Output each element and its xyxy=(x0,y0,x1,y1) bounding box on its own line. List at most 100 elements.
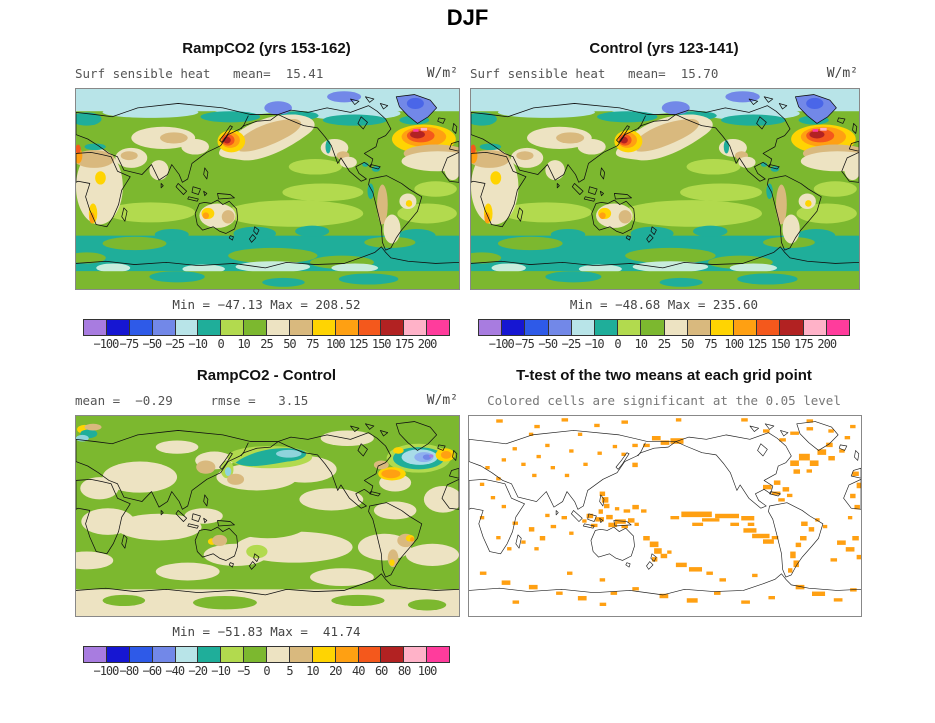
colorbar-tick-label: −100 xyxy=(93,664,119,678)
panel-title: Control (yrs 123-141) xyxy=(589,40,739,57)
map-field-layers xyxy=(469,416,861,616)
colorbar-segment xyxy=(84,320,107,335)
colorbar-segments xyxy=(478,319,850,336)
colorbar-tick-label: 100 xyxy=(325,337,346,351)
colorbar-segment xyxy=(289,320,313,335)
colorbar-tick-label: −75 xyxy=(515,337,535,351)
colorbar-segment xyxy=(664,320,688,335)
units-label: W/m² xyxy=(426,393,458,408)
variable-mean-label: Surf sensible heat mean= 15.70 xyxy=(470,66,719,81)
colorbar-tick-label: 20 xyxy=(329,664,342,678)
colorbar-segment xyxy=(427,320,449,335)
panel-control: Control (yrs 123-141) Surf sensible heat… xyxy=(470,40,860,352)
colorbar-tick-label: 10 xyxy=(306,664,319,678)
colorbar-tick-label: −100 xyxy=(93,337,119,351)
map-field-layers xyxy=(76,89,459,289)
coastlines xyxy=(76,94,459,269)
colorbar-tick-label: 80 xyxy=(397,664,411,678)
colorbar-tick-label: 50 xyxy=(681,337,694,351)
colorbar-segment xyxy=(244,320,267,335)
colorbar-segment xyxy=(548,320,572,335)
colorbar-tick-label: 175 xyxy=(394,337,415,351)
colorbar-tick-label: 5 xyxy=(286,664,293,678)
panel-ttest: T-test of the two means at each grid poi… xyxy=(468,367,862,617)
colorbar-tick-label: −60 xyxy=(142,664,162,678)
colorbar-segment xyxy=(129,647,153,662)
colorbar-segment xyxy=(267,320,290,335)
colorbar-segment xyxy=(335,647,359,662)
figure-title: DJF xyxy=(446,5,489,30)
panel-rampco2: RampCO2 (yrs 153-162) Surf sensible heat… xyxy=(75,40,460,352)
colorbar-segment xyxy=(312,320,336,335)
colorbar-tick-label: −100 xyxy=(488,337,515,351)
colorbar-segment xyxy=(710,320,735,335)
colorbar-segment xyxy=(358,647,382,662)
mean-rmse-label: mean = −0.29 rmse = 3.15 xyxy=(75,393,309,408)
colorbar-ticks: −100 −75 −50 −25 −10 0 10 25 50 75 100 125 150 175 200 xyxy=(83,337,450,352)
significant-cells xyxy=(479,418,861,606)
colorbar-segment xyxy=(152,647,176,662)
coastlines xyxy=(471,94,859,269)
colorbar-tick-label: 50 xyxy=(283,337,296,351)
colorbar-tick-label: 0 xyxy=(614,337,621,351)
colorbar-tick-label: 150 xyxy=(371,337,392,351)
colorbar-tick-label: −20 xyxy=(188,664,208,678)
colorbar-tick-label: −50 xyxy=(142,337,162,351)
colorbar-tick-label: 0 xyxy=(217,337,225,351)
colorbar-segment xyxy=(780,320,804,335)
map-field-layers xyxy=(76,416,459,616)
colorbar-tick-label: −10 xyxy=(188,337,208,351)
colorbar-tick-label: −25 xyxy=(165,337,185,351)
colorbar-tick-label: 25 xyxy=(657,337,671,351)
colorbar-tick-label: −40 xyxy=(165,664,185,678)
colorbar-segment xyxy=(198,320,222,335)
units-label: W/m² xyxy=(426,66,458,81)
colorbar: −100 −75 −50 −25 −10 0 10 25 50 75 100 125 150 175 200 xyxy=(75,319,458,352)
colorbar-segment xyxy=(381,647,405,662)
panel-title: T-test of the two means at each grid poi… xyxy=(516,367,812,384)
colorbar-segment xyxy=(618,320,642,335)
colorbar-tick-label: 40 xyxy=(352,664,365,678)
colorbar-segments xyxy=(83,646,450,663)
colorbar-ticks: −100 −75 −50 −25 −10 0 10 25 50 75 100 125 150 175 200 xyxy=(478,337,850,352)
map-difference xyxy=(75,415,460,617)
colorbar-tick-label: −5 xyxy=(237,664,250,678)
colorbar-segment xyxy=(687,320,711,335)
colorbar-segment xyxy=(244,647,267,662)
colorbar-tick-label: 175 xyxy=(794,337,814,351)
colorbar-segment xyxy=(525,320,549,335)
colorbar-segment xyxy=(221,320,245,335)
colorbar-segment xyxy=(734,320,758,335)
colorbar-tick-label: 150 xyxy=(770,337,791,351)
colorbar-tick-label: 10 xyxy=(237,337,250,351)
panel-difference: RampCO2 - Control mean = −0.29 rmse = 3.… xyxy=(75,367,460,679)
colorbar-tick-label: 10 xyxy=(634,337,648,351)
colorbar-segment xyxy=(358,320,382,335)
colorbar-segment xyxy=(198,647,222,662)
map-rampco2 xyxy=(75,88,460,290)
colorbar-segment xyxy=(479,320,503,335)
minmax-label: Min = −51.83 Max = 41.74 xyxy=(172,624,361,639)
colorbar-segment xyxy=(312,647,336,662)
minmax-label: Min = −48.68 Max = 235.60 xyxy=(569,297,759,312)
colorbar-tick-label: 25 xyxy=(260,337,273,351)
colorbar-tick-label: −25 xyxy=(561,337,582,351)
variable-mean-label: Surf sensible heat mean= 15.41 xyxy=(75,66,324,81)
map-ttest xyxy=(468,415,862,617)
colorbar-segment xyxy=(267,647,290,662)
colorbar-segment xyxy=(381,320,405,335)
colorbar-segment xyxy=(826,320,849,335)
units-label: W/m² xyxy=(826,66,858,81)
colorbar-segment xyxy=(84,647,107,662)
colorbar-tick-label: −10 xyxy=(211,664,231,678)
colorbar: −100 −80 −60 −40 −20 −10 −5 0 5 10 20 40 60 80 100 xyxy=(75,646,458,679)
coastlines xyxy=(469,421,861,596)
colorbar-tick-label: 200 xyxy=(417,337,438,351)
colorbar: −100 −75 −50 −25 −10 0 10 25 50 75 100 125 150 175 200 xyxy=(470,319,858,352)
colorbar-segment xyxy=(404,647,428,662)
colorbar-tick-label: −80 xyxy=(119,664,140,678)
map-field-layers xyxy=(471,89,859,289)
colorbar-tick-label: 0 xyxy=(263,664,270,678)
panel-title: RampCO2 (yrs 153-162) xyxy=(182,40,351,57)
